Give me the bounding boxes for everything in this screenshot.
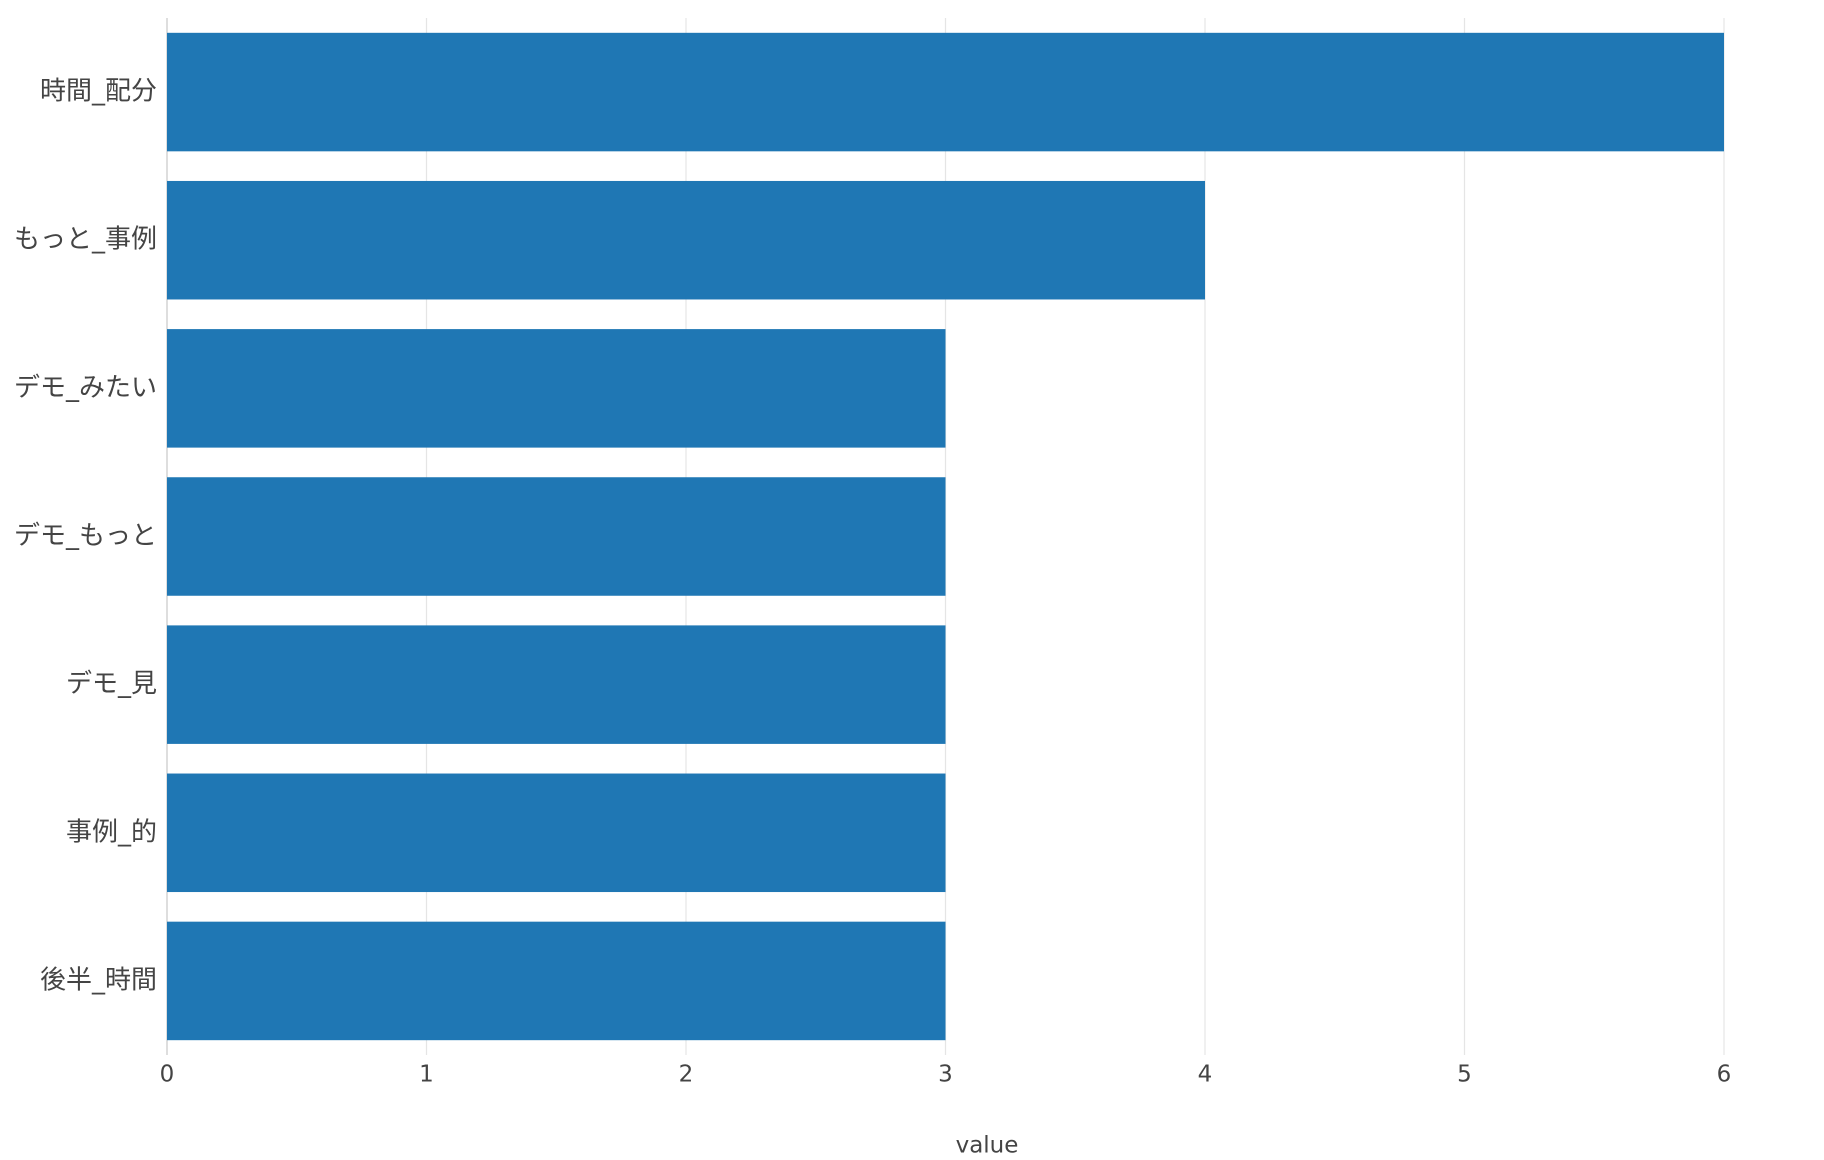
y-tick-label: 後半_時間 [40,965,157,995]
x-tick-label: 2 [679,1062,694,1088]
x-tick-label: 6 [1717,1062,1732,1088]
x-tick-label: 4 [1198,1062,1213,1088]
y-tick-label: デモ_もっと [14,521,157,551]
y-tick-label: 事例_的 [66,817,157,847]
bar [167,921,946,1041]
y-tick-label: もっと_事例 [14,225,157,255]
x-tick-label: 1 [419,1062,434,1088]
y-tick-label: デモ_見 [66,669,157,699]
bar [167,329,946,448]
x-axis-label: value [956,1133,1019,1159]
bar [167,773,946,893]
bar [167,180,1205,300]
x-tick-label: 5 [1457,1062,1472,1088]
y-tick-label: デモ_みたい [14,373,157,403]
bar [167,32,1724,152]
bar [167,477,946,596]
y-tick-label: 時間_配分 [40,77,157,107]
x-tick-label: 3 [938,1062,953,1088]
x-tick-label: 0 [160,1062,175,1088]
bar [167,625,946,744]
